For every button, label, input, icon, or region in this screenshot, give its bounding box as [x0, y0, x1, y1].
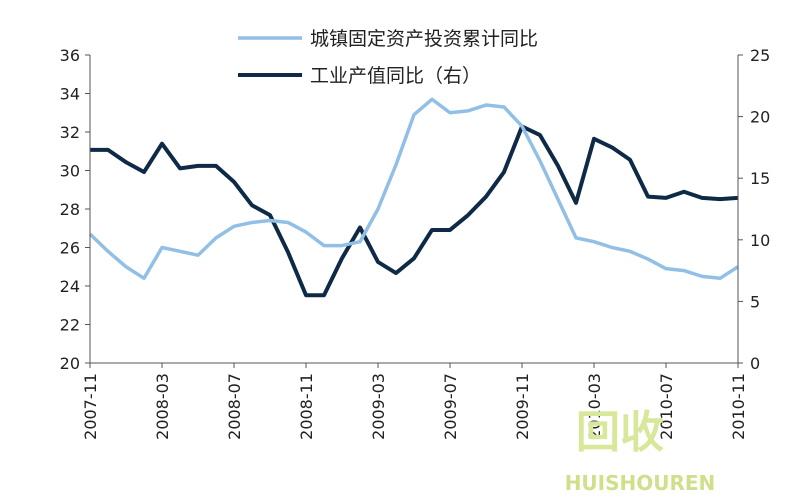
y2-tick-label: 25	[750, 46, 770, 65]
watermark: HUISHOUREN	[565, 471, 716, 495]
x-tick-label: 2010-11	[729, 373, 748, 440]
y-tick-label: 34	[60, 85, 80, 104]
x-tick-label: 2008-11	[297, 373, 316, 440]
series-line	[88, 97, 739, 281]
y-tick-label: 22	[60, 316, 80, 335]
y-tick-label: 28	[60, 200, 80, 219]
x-tick-label: 2007-11	[81, 373, 100, 440]
x-tick-label: 2008-07	[225, 373, 244, 440]
y2-tick-label: 15	[750, 169, 770, 188]
y2-tick-label: 10	[750, 231, 770, 250]
x-tick-label: 2010-03	[585, 373, 604, 440]
legend-label: 工业产值同比（右）	[310, 65, 481, 87]
y-tick-label: 32	[60, 123, 80, 142]
y-tick-label: 26	[60, 239, 80, 258]
y-tick-label: 36	[60, 46, 80, 65]
x-tick-label: 2009-03	[369, 373, 388, 440]
y2-tick-label: 0	[750, 354, 760, 373]
y-tick-label: 24	[60, 277, 80, 296]
series-line	[90, 124, 739, 298]
y2-tick-label: 20	[750, 108, 770, 127]
y-tick-label: 20	[60, 354, 80, 373]
watermark: 回收	[576, 407, 664, 458]
legend-label: 城镇固定资产投资累计同比	[310, 28, 538, 50]
x-tick-label: 2009-11	[513, 373, 532, 440]
y2-tick-label: 5	[750, 292, 760, 311]
x-tick-label: 2008-03	[153, 373, 172, 440]
x-tick-label: 2010-07	[657, 373, 676, 440]
x-tick-label: 2009-07	[441, 373, 460, 440]
y-tick-label: 30	[60, 162, 80, 181]
